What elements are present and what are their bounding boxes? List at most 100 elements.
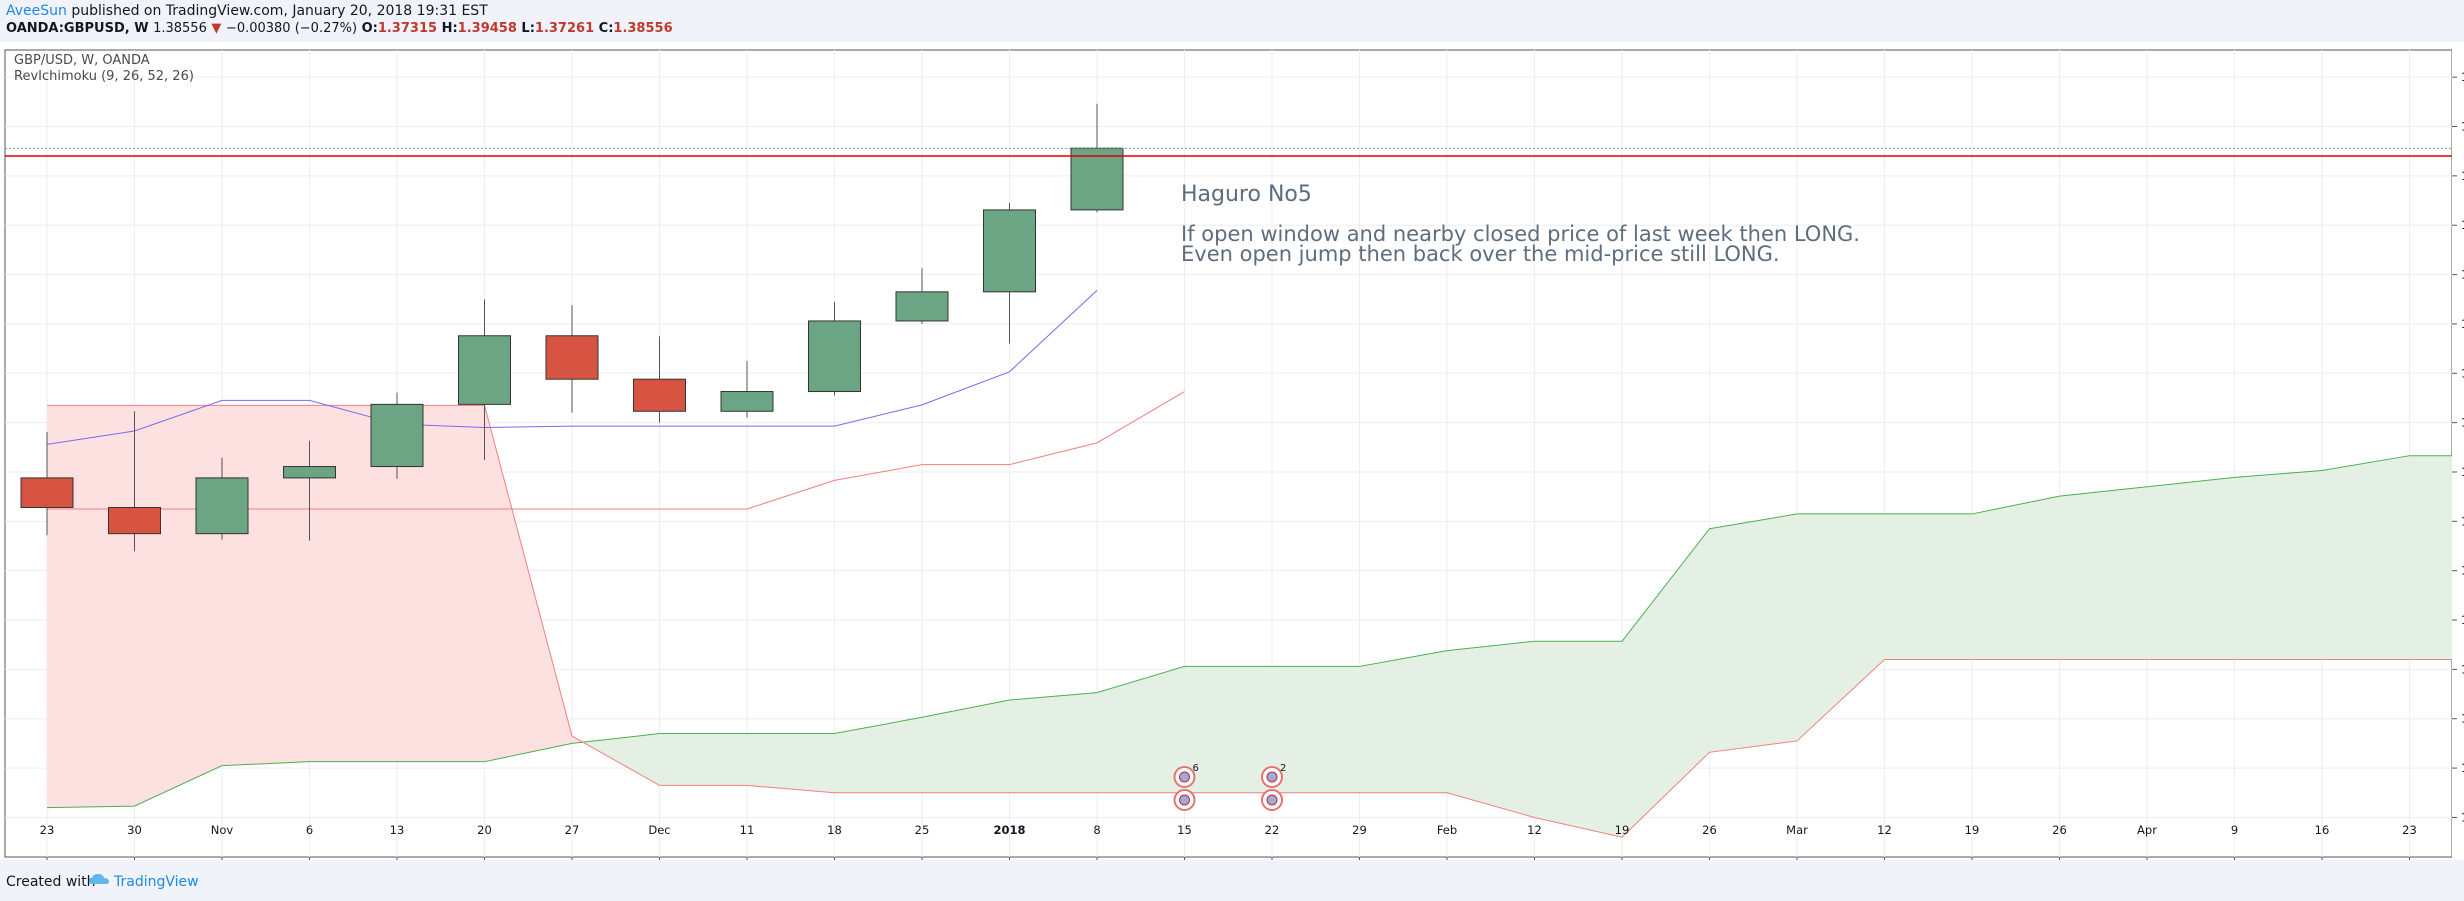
x-tick-label: Feb [1437,823,1457,837]
x-tick-label: 8 [1093,823,1100,837]
candle-up [195,477,249,535]
x-tick-label: 29 [1352,823,1367,837]
cloud-bull-segment [1972,496,2060,660]
us-flag-icon [1179,771,1190,783]
cloud-bull-segment [922,699,1010,793]
price-axis[interactable]: 1.240001.250001.260001.270001.280001.290… [2452,42,2464,860]
x-tick-label: Dec [648,823,670,837]
low-label: L: [521,21,535,36]
cloud-bull-segment [582,733,660,786]
cloud-bull-segment [747,733,835,793]
ichimoku-cloud [47,405,2464,838]
candle-up [458,335,511,405]
y-tick-label: 1.36000 [2461,268,2464,282]
price-change: −0.00380 (−0.27%) [225,21,358,36]
x-tick-label: 23 [40,823,55,837]
us-flag-icon [1179,794,1190,806]
cloud-bear-segment [47,405,135,808]
y-tick-label: 1.26000 [2461,761,2464,775]
close-label: C: [598,21,614,36]
candle-up [983,209,1036,293]
tenkan-line [46,289,1098,445]
y-tick-label: 1.34000 [2461,366,2464,380]
indicator-legend: RevIchimoku (9, 26, 52, 26) [14,69,194,84]
cloud-bear-segment [309,405,397,762]
x-tick-label: 23 [2402,823,2417,837]
x-tick-label: Apr [2137,823,2157,837]
publish-header: AveeSun published on TradingView.com, Ja… [0,0,2464,42]
y-tick-label: 1.29000 [2461,613,2464,627]
event-count: 2 [1280,763,1286,774]
x-tick-label: 9 [2231,823,2238,837]
x-tick-label: 11 [740,823,755,837]
cloud-bull-segment [1797,513,1885,741]
candle-down [108,507,161,535]
publish-info: AveeSun published on TradingView.com, Ja… [6,3,488,19]
event-count: 6 [1193,763,1199,774]
y-tick-label: 1.28000 [2461,662,2464,676]
x-tick-label: 25 [915,823,930,837]
x-tick-label: 2018 [993,823,1025,837]
x-tick-label: 18 [827,823,842,837]
candle-up [1070,147,1124,211]
high-value: 1.39458 [457,21,517,36]
high-label: H: [441,21,458,36]
cloud-bear-segment [134,405,222,807]
y-tick-label: 1.27000 [2461,712,2464,726]
x-tick-label: 6 [306,823,313,837]
x-tick-label: 15 [1177,823,1192,837]
x-tick-label: 30 [127,823,142,837]
cloud-bull-segment [834,717,922,793]
y-tick-label: 1.33000 [2461,416,2464,430]
candle-up [720,391,774,412]
y-tick-label: 1.35000 [2461,317,2464,331]
cloud-bull-segment [1009,692,1097,793]
symbol-ohlc-line: OANDA:GBPUSD, W 1.38556 ▼ −0.00380 (−0.2… [6,21,673,36]
cloud-bull-segment [1447,641,1535,818]
footer-bar: Created with TradingView [0,860,2464,901]
x-tick-label: Mar [1786,823,1808,837]
created-with-label: Created with [6,874,96,890]
cloud-bull-segment [1272,666,1360,793]
y-tick-label: 1.37000 [2461,218,2464,232]
x-tick-label: 20 [477,823,492,837]
cloud-bear-segment [484,405,572,762]
candle-down [633,378,686,412]
open-value: 1.37315 [377,21,438,36]
cloud-bull-segment [1184,666,1272,793]
x-tick-label: 16 [2315,823,2330,837]
chart-legend-title: GBP/USD, W, OANDA [14,53,150,68]
cloud-bull-segment [2147,477,2235,660]
cloud-bear-segment [397,405,485,762]
annotation-title: Haguro No5 [1181,182,1312,207]
cloud-bull-segment [659,733,747,786]
cloud-bull-segment [2322,455,2410,660]
symbol-label: OANDA:GBPUSD, W [6,21,149,36]
y-tick-label: 1.32000 [2461,465,2464,479]
candlestick-series [20,103,1124,552]
annotation-line-2: Even open jump then back over the mid-pr… [1181,242,1780,266]
chart-canvas[interactable]: 1.385561.38403 62 1.240001.250001.260001… [0,42,2464,860]
senkou-span-a-line [46,455,2464,809]
cloud-bull-segment [2059,486,2147,660]
x-tick-label: 27 [565,823,580,837]
y-tick-label: 1.40000 [2461,70,2464,84]
x-tick-label: 19 [1615,823,1630,837]
last-price: 1.38556 [153,21,207,36]
tradingview-link[interactable]: TradingView [114,874,199,890]
price-axis-bg [2452,42,2464,860]
candle-down [20,477,74,509]
x-tick-label: 26 [2052,823,2067,837]
candle-down [545,335,599,380]
author-link[interactable]: AveeSun [6,3,67,19]
cloud-bull-segment [1622,528,1710,838]
cloud-bear-segment [222,405,310,766]
cloud-bull-segment [1709,513,1797,753]
cloud-bull-segment [2234,470,2322,660]
x-tick-label: 13 [390,823,405,837]
down-arrow-icon: ▼ [211,21,222,36]
low-value: 1.37261 [534,21,595,36]
time-axis[interactable]: 23 30 Nov 6 13 20 27 Dec 11 18 25 2018 8 15 22 29 Feb 12 1… [40,823,2464,860]
published-text: published on TradingView.com, January 20… [71,3,488,19]
x-tick-label: 12 [1527,823,1542,837]
